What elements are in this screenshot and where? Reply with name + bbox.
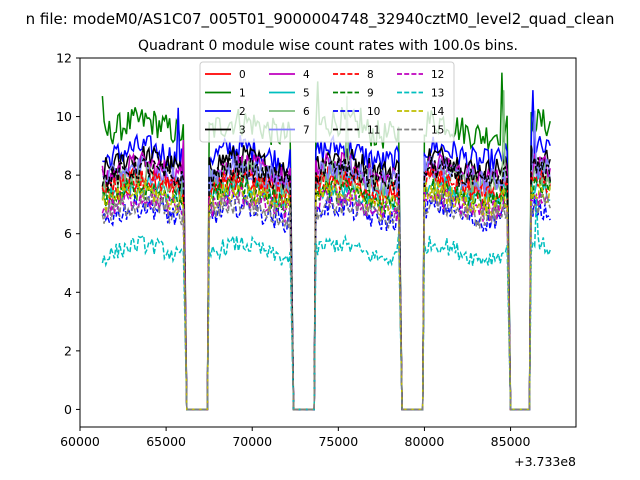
legend-label-0: 0 [239, 69, 246, 81]
series-line-13 [101, 198, 551, 411]
chart-suptitle: n file: modeM0/AS1C07_005T01_9000004748_… [26, 10, 615, 29]
x-tick-label: 70000 [232, 434, 272, 449]
x-axis: 60000 65000 70000 75000 80000 85000 [60, 427, 530, 449]
y-tick-label: 2 [64, 343, 72, 358]
series-line-2 [102, 90, 551, 411]
x-tick-label: 65000 [146, 434, 186, 449]
legend-label-10: 10 [367, 106, 380, 118]
x-tick-label: 75000 [318, 434, 358, 449]
plot-frame [79, 57, 577, 428]
y-tick-label: 8 [64, 168, 72, 183]
series-line-15 [101, 191, 551, 411]
legend-label-3: 3 [239, 124, 246, 136]
x-offset-label: +3.733e8 [514, 454, 576, 469]
legend-label-8: 8 [367, 69, 374, 81]
legend-label-7: 7 [303, 124, 310, 136]
legend-label-1: 1 [239, 87, 246, 99]
series-layer [101, 72, 551, 411]
x-tick-label: 85000 [491, 434, 531, 449]
series-line-11 [101, 156, 551, 411]
series-line-10 [101, 192, 551, 411]
legend-label-14: 14 [431, 106, 445, 118]
legend-label-2: 2 [239, 106, 246, 118]
x-tick-label: 80000 [405, 434, 445, 449]
y-tick-label: 0 [64, 402, 72, 417]
x-tick-label: 60000 [60, 434, 100, 449]
legend-label-5: 5 [303, 87, 310, 99]
legend-label-11: 11 [367, 124, 380, 136]
legend-label-12: 12 [431, 69, 444, 81]
legend-label-4: 4 [303, 69, 310, 81]
y-tick-label: 10 [56, 109, 72, 124]
legend-label-6: 6 [303, 106, 310, 118]
chart-title: Quadrant 0 module wise count rates with … [138, 38, 518, 54]
legend-label-13: 13 [431, 87, 444, 99]
legend-box [199, 61, 455, 143]
y-tick-label: 6 [64, 226, 72, 241]
y-axis: 0 2 4 6 8 10 12 [56, 51, 80, 417]
series-line-9 [102, 174, 551, 411]
y-tick-label: 4 [64, 285, 72, 300]
legend-label-9: 9 [367, 87, 374, 99]
y-tick-label: 12 [56, 51, 72, 66]
series-line-14 [101, 178, 551, 411]
series-line-7 [102, 110, 551, 411]
legend-label-15: 15 [431, 124, 444, 136]
series-line-12 [101, 185, 551, 411]
